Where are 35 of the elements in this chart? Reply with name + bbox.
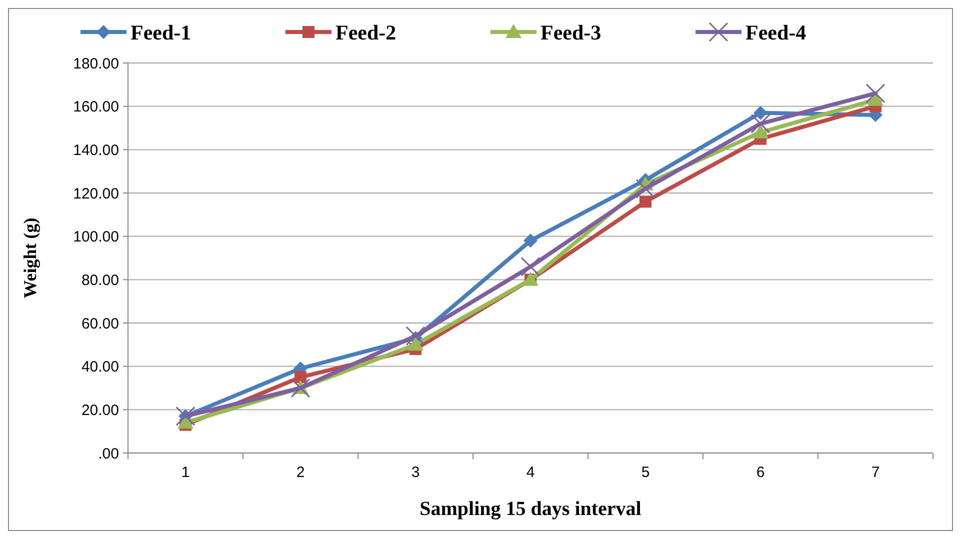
point — [294, 371, 306, 384]
x-tick-label: 1 — [181, 464, 190, 481]
x-tick-label: 6 — [756, 464, 765, 481]
point — [406, 326, 426, 346]
point — [640, 196, 652, 208]
x-tick-label: 7 — [871, 464, 880, 481]
y-tick-label: 20.00 — [81, 402, 119, 419]
point — [752, 124, 768, 138]
point — [520, 256, 540, 276]
point — [524, 234, 538, 248]
x-tick-label: 2 — [296, 464, 305, 481]
point — [754, 106, 768, 120]
legend-label: Feed-2 — [336, 20, 396, 44]
x-axis-title: Sampling 15 days interval — [420, 498, 642, 520]
y-tick-label: 160.00 — [73, 98, 119, 116]
point — [290, 378, 310, 398]
y-tick-label: 100.00 — [73, 228, 119, 246]
y-tick-label: .00 — [98, 445, 119, 462]
y-tick-label: 80.00 — [81, 272, 119, 289]
x-tick-label: 4 — [526, 464, 535, 481]
legend-label: Feed-4 — [746, 20, 807, 44]
legend-label: Feed-1 — [130, 20, 192, 44]
y-tick-label: 120.00 — [73, 185, 119, 202]
point — [750, 114, 770, 134]
y-axis-title: Weight (g) — [20, 218, 40, 298]
legend-label: Feed-3 — [540, 20, 602, 44]
x-tick-label: 3 — [411, 464, 420, 481]
y-tick-label: 40.00 — [81, 358, 119, 376]
point — [408, 336, 424, 351]
y-tick-label: 140.00 — [73, 142, 119, 159]
y-tick-label: 60.00 — [81, 315, 119, 332]
y-tick-label: 180.00 — [73, 55, 119, 72]
x-tick-label: 5 — [641, 464, 650, 481]
point — [866, 84, 886, 104]
point — [636, 178, 656, 198]
